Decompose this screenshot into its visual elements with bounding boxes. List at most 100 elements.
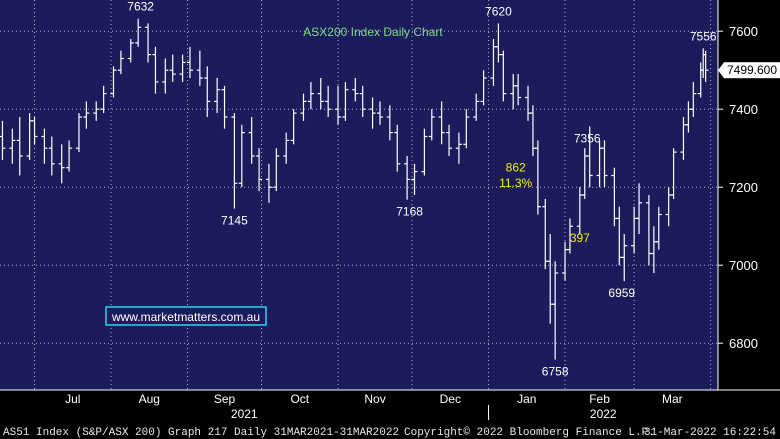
ohlc-bar — [500, 50, 507, 102]
price-annotation: 6959 — [608, 286, 635, 300]
y-axis-ticks: 6800 7000 7200 7400 7600 — [0, 0, 780, 391]
ohlc-bar — [93, 101, 100, 121]
ohlc-bar — [411, 163, 418, 195]
ohlc-bar — [394, 124, 401, 172]
ohlc-bar — [16, 117, 23, 176]
ohlc-bar — [9, 128, 16, 164]
ohlc-bar — [238, 124, 245, 188]
ohlc-bar — [273, 148, 280, 192]
x-month-label: Oct — [290, 392, 309, 406]
ohlc-bar — [438, 101, 445, 145]
ohlc-bar — [221, 85, 228, 129]
y-tick-label: 7000 — [729, 258, 758, 273]
chart-title: ASX200 Index Daily Chart — [303, 25, 443, 39]
move-annotation: 862 — [506, 161, 526, 175]
ohlc-bar — [48, 136, 55, 176]
x-month-label: Nov — [364, 392, 385, 406]
ohlc-bar — [404, 156, 411, 200]
ohlc-bar — [566, 218, 573, 254]
ohlc-bar — [152, 46, 159, 94]
last-price-label: 7499.600 — [727, 63, 777, 77]
price-bars — [0, 18, 709, 360]
ohlc-bar — [66, 140, 73, 172]
ohlc-bar — [169, 54, 176, 82]
y-tick-label: 7400 — [729, 102, 758, 117]
price-annotation: 7356 — [574, 131, 601, 145]
ohlc-bar — [231, 113, 238, 209]
footer-timestamp: 31-Mar-2022 16:22:54 — [644, 427, 776, 439]
ohlc-bar — [100, 85, 107, 114]
ohlc-bar — [621, 234, 628, 282]
x-year-label: 2022 — [590, 407, 617, 421]
ohlc-bar — [515, 74, 522, 106]
ohlc-bar — [41, 128, 48, 164]
plot-background — [0, 0, 718, 390]
ohlc-bar — [196, 50, 203, 86]
x-month-label: Feb — [589, 392, 610, 406]
ohlc-bar — [463, 109, 470, 149]
y-tick-label: 7600 — [729, 24, 758, 39]
y-tick-label: 6800 — [729, 336, 758, 351]
last-price-tag: 7499.600 — [718, 62, 780, 79]
ohlc-bar — [655, 206, 662, 250]
ohlc-bar — [352, 78, 359, 102]
ohlc-bar — [702, 50, 709, 82]
ohlc-bar — [135, 18, 142, 47]
ohlc-bar — [256, 148, 263, 192]
price-annotation: 6758 — [542, 365, 569, 379]
y-tick-label: 7200 — [729, 180, 758, 195]
x-month-label: Jan — [517, 392, 536, 406]
ohlc-bar — [690, 81, 697, 117]
ohlc-bar — [265, 163, 272, 203]
ohlc-bar — [534, 140, 541, 215]
ohlc-bar — [473, 93, 480, 121]
ohlc-bar — [162, 58, 169, 94]
ohlc-bar — [117, 50, 124, 75]
price-annotation: 7145 — [221, 214, 248, 228]
move-annotation: 11.3% — [499, 176, 532, 190]
x-month-label: Dec — [440, 392, 461, 406]
ohlc-bar — [186, 46, 193, 78]
ohlc-bar — [58, 144, 65, 184]
footer-left-text: AS51 Index (S&P/ASX 200) Graph 217 Daily… — [3, 427, 399, 439]
price-annotation: 7620 — [485, 4, 512, 18]
ohlc-bar — [179, 54, 186, 82]
ohlc-bar — [342, 81, 349, 121]
price-annotation: 7168 — [396, 205, 423, 219]
ohlc-bar — [75, 113, 82, 153]
ohlc-bar — [0, 120, 6, 160]
ohlc-bar — [300, 93, 307, 121]
ohlc-bar — [204, 66, 211, 117]
x-month-label: Mar — [662, 392, 683, 406]
ohlc-bar — [446, 124, 453, 156]
ohlc-bar — [214, 78, 221, 114]
footer-bar — [0, 424, 780, 439]
ohlc-bar — [421, 128, 428, 176]
footer-copyright: Copyright© 2022 Bloomberg Finance L.P. — [404, 427, 655, 439]
ohlc-bar — [480, 70, 487, 106]
watermark-box[interactable]: www.marketmatters.com.au — [105, 306, 267, 326]
ohlc-bar — [369, 97, 376, 129]
x-axis-ticks: Jul Aug Sep Oct Nov Dec Jan Feb Mar 2021 2022 — [65, 392, 683, 421]
ohlc-bar — [636, 183, 643, 234]
move-annotation: 397 — [570, 231, 590, 245]
ohlc-bar — [290, 109, 297, 145]
x-month-label: Aug — [139, 392, 160, 406]
x-year-label: 2021 — [231, 407, 258, 421]
ohlc-bar — [145, 23, 152, 63]
ohlc-bar — [359, 85, 366, 117]
x-month-label: Sep — [214, 392, 236, 406]
ohlc-bar — [601, 140, 608, 188]
ohlc-bar — [110, 66, 117, 98]
annotations: 7632 7145 7168 7620 6758 7356 6959 7556 86211.3%… — [127, 0, 717, 379]
ohlc-bar — [31, 117, 38, 145]
watermark-link[interactable]: www.marketmatters.com.au — [111, 310, 260, 324]
ohlc-bar — [325, 85, 332, 117]
ohlc-bar — [552, 261, 559, 360]
price-annotation: 7556 — [690, 29, 717, 43]
ohlc-bar — [83, 101, 90, 129]
ohlc-bar — [428, 109, 435, 141]
ohlc-bar — [127, 39, 134, 63]
price-annotation: 7632 — [127, 0, 154, 14]
ohlc-bar — [386, 105, 393, 141]
